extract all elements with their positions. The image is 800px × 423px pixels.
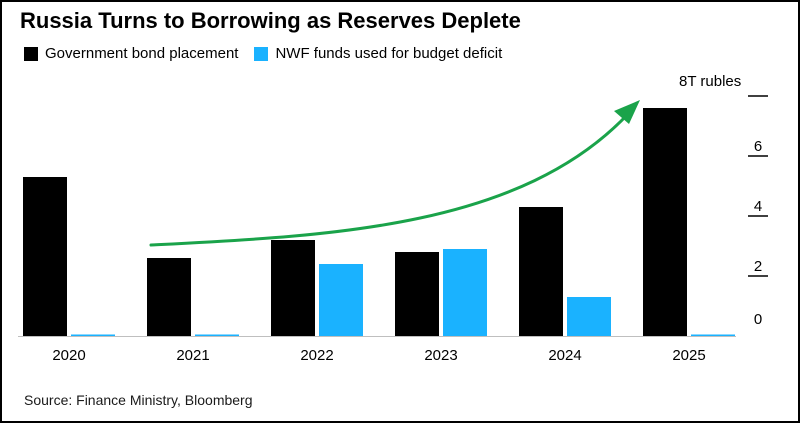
legend-label-nwf: NWF funds used for budget deficit bbox=[275, 45, 503, 62]
bar-nwf-2025 bbox=[691, 334, 735, 336]
bar-bond-2020 bbox=[23, 177, 67, 336]
y-axis-unit-label: 8T rubles bbox=[679, 73, 742, 90]
bar-nwf-2021 bbox=[195, 334, 239, 336]
chart-legend: Government bond placement NWF funds used… bbox=[24, 45, 518, 62]
y-tick-label-0: 0 bbox=[754, 311, 762, 328]
chart-title: Russia Turns to Borrowing as Reserves De… bbox=[20, 8, 521, 33]
y-tick-label-2: 2 bbox=[754, 258, 762, 275]
legend-swatch-bond bbox=[24, 46, 38, 61]
bar-bond-2022 bbox=[271, 240, 315, 336]
legend-item-nwf: NWF funds used for budget deficit bbox=[254, 45, 502, 62]
x-tick-label-2020: 2020 bbox=[52, 347, 85, 364]
bar-nwf-2023 bbox=[443, 249, 487, 336]
x-tick-label-2022: 2022 bbox=[300, 347, 333, 364]
y-tick-label-6: 6 bbox=[754, 138, 762, 155]
y-tick-label-4: 4 bbox=[754, 198, 762, 215]
trend-arrow-line bbox=[149, 112, 630, 247]
bar-bond-2023 bbox=[395, 252, 439, 336]
x-tick-label-2021: 2021 bbox=[176, 347, 209, 364]
source-note: Source: Finance Ministry, Bloomberg bbox=[24, 392, 253, 408]
bar-nwf-2022 bbox=[319, 264, 363, 336]
x-tick-label-2023: 2023 bbox=[424, 347, 457, 364]
x-tick-label-2025: 2025 bbox=[672, 347, 705, 364]
legend-item-bond: Government bond placement bbox=[24, 45, 238, 62]
bar-bond-2021 bbox=[147, 258, 191, 336]
bar-nwf-2020 bbox=[71, 334, 115, 336]
legend-label-bond: Government bond placement bbox=[45, 45, 239, 62]
trend-arrow-head bbox=[614, 100, 640, 124]
bar-nwf-2024 bbox=[567, 297, 611, 336]
bar-bond-2024 bbox=[519, 207, 563, 336]
bar-bond-2025 bbox=[643, 108, 687, 336]
x-tick-label-2024: 2024 bbox=[548, 347, 581, 364]
legend-swatch-nwf bbox=[254, 46, 269, 61]
